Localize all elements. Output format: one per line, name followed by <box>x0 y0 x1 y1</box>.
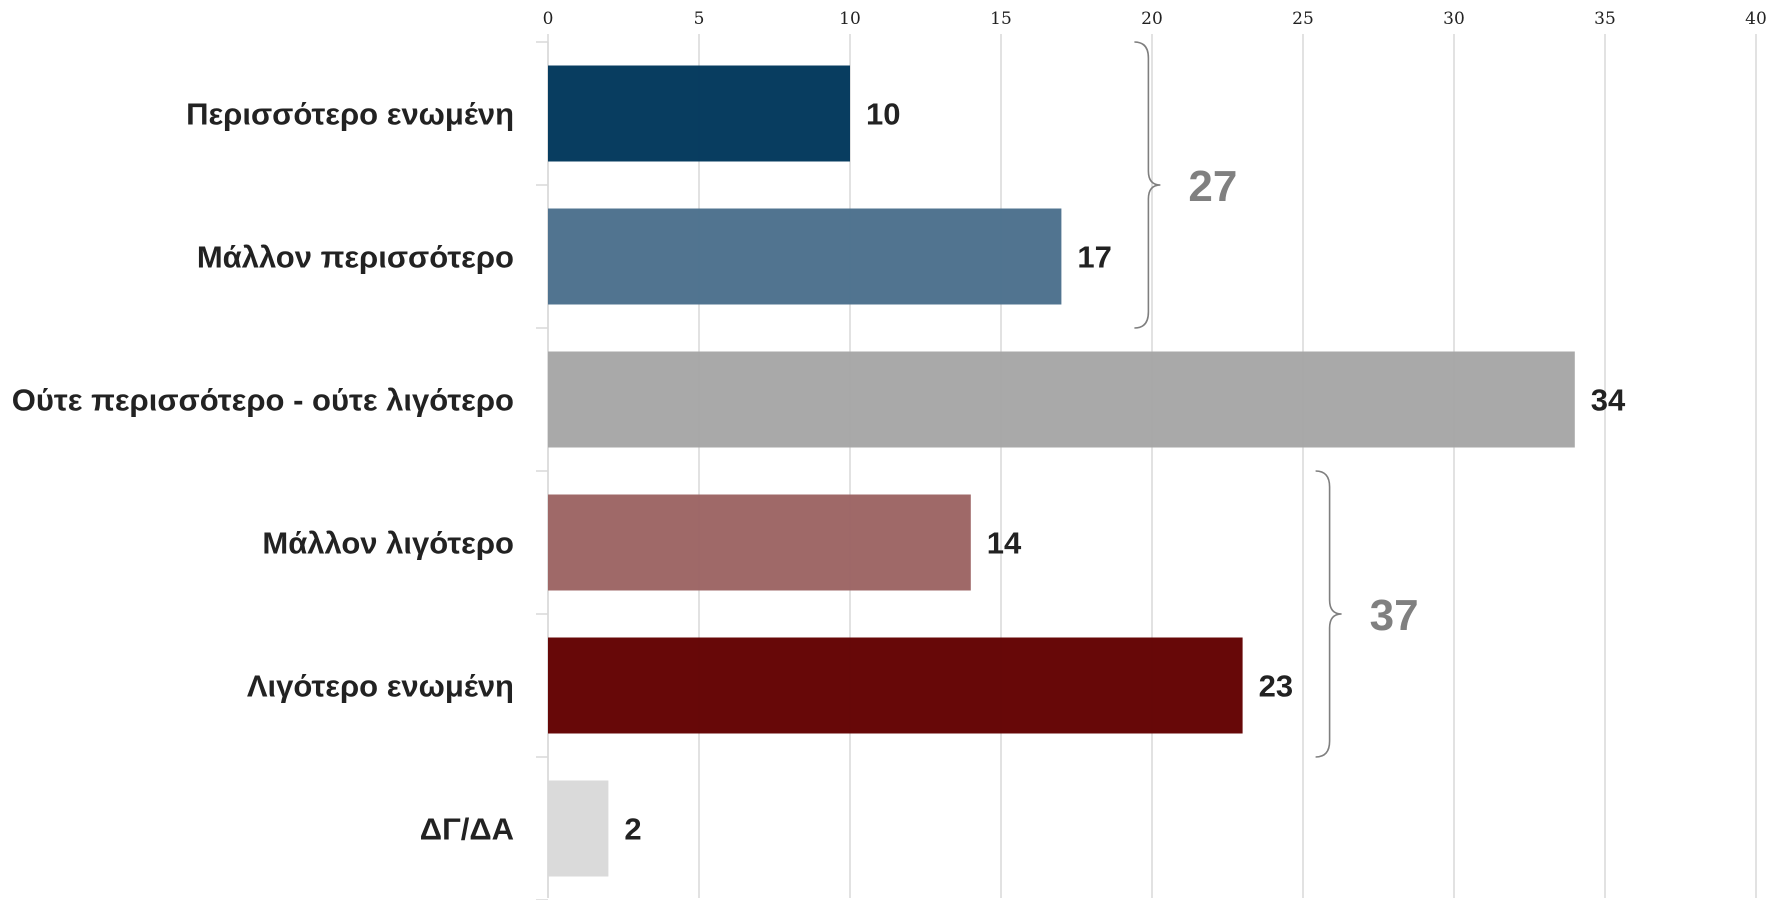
grid-layer <box>547 34 1757 898</box>
value-label: 23 <box>1259 669 1293 704</box>
category-label: Ούτε περισσότερο - ούτε λιγότερο <box>12 383 514 418</box>
category-label: Λιγότερο ενωμένη <box>247 669 514 704</box>
y-axis <box>536 41 549 900</box>
bar <box>548 637 1243 734</box>
category-label: Περισσότερο ενωμένη <box>186 97 514 132</box>
x-tick-label: 10 <box>839 9 861 29</box>
value-label: 10 <box>866 97 900 132</box>
category-label: Μάλλον περισσότερο <box>197 240 514 275</box>
group-brace <box>1315 470 1342 758</box>
value-label: 17 <box>1077 240 1111 275</box>
bar <box>548 65 850 162</box>
category-label: ΔΓ/ΔΑ <box>420 812 514 847</box>
group-total-label: 27 <box>1188 162 1237 211</box>
group-braces: 27 37 <box>1134 41 1419 758</box>
x-axis-ticks: 0 5 10 15 20 25 30 35 40 <box>543 9 1767 29</box>
x-tick-label: 15 <box>990 9 1012 29</box>
value-label: 34 <box>1591 383 1626 418</box>
x-tick-label: 30 <box>1443 9 1465 29</box>
x-tick-label: 5 <box>694 9 705 29</box>
x-tick-label: 35 <box>1594 9 1616 29</box>
category-label: Μάλλον λιγότερο <box>262 526 514 561</box>
x-tick-label: 40 <box>1745 9 1767 29</box>
group-total-label: 37 <box>1370 591 1419 640</box>
bars <box>548 65 1575 877</box>
value-label: 2 <box>624 812 641 847</box>
x-tick-label: 25 <box>1292 9 1314 29</box>
group-brace <box>1134 41 1161 329</box>
bar <box>548 208 1062 305</box>
bar <box>548 351 1575 448</box>
value-label: 14 <box>987 526 1022 561</box>
bar <box>548 780 609 877</box>
x-tick-label: 0 <box>543 9 554 29</box>
bar <box>548 494 971 591</box>
x-tick-label: 20 <box>1141 9 1163 29</box>
category-labels: Περισσότερο ενωμένη Μάλλον περισσότερο Ούτ… <box>12 97 514 847</box>
value-labels: 10 17 34 14 23 2 <box>624 97 1626 847</box>
